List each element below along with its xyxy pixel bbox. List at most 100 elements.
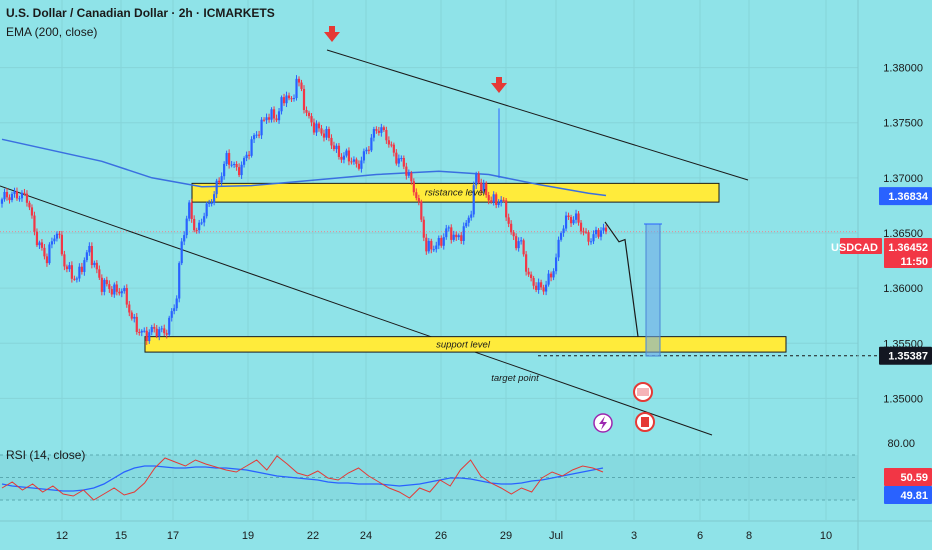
candle-body [584, 231, 588, 233]
candle-body [305, 110, 308, 113]
rsi-title: RSI (14, close) [6, 448, 85, 462]
candle-body [400, 158, 403, 160]
candle-body [50, 241, 54, 245]
candle-body [185, 218, 188, 236]
candle-body [23, 192, 26, 194]
ema-value-badge-text: 1.36834 [888, 191, 929, 203]
candle-body [135, 316, 138, 332]
candle-body [302, 88, 306, 111]
candle-body [265, 117, 268, 121]
candle-body [317, 123, 321, 129]
candle-body [427, 240, 430, 252]
candle-body [225, 153, 228, 164]
time-tick-label: 22 [307, 530, 319, 542]
candle-body [357, 163, 361, 169]
candle-body [442, 237, 445, 246]
candle-body [592, 234, 595, 242]
candle-body [567, 215, 570, 218]
candle-body [168, 317, 171, 335]
candle-body [500, 199, 503, 203]
candle-body [98, 269, 101, 278]
candle-body [415, 192, 418, 199]
time-tick-label: 29 [500, 530, 512, 542]
time-tick-label: 8 [746, 530, 752, 542]
candle-body [230, 164, 233, 166]
candle-body [482, 183, 485, 191]
candle-body [490, 200, 493, 202]
candle-body [589, 241, 593, 243]
candle-body [532, 277, 535, 286]
candle-body [120, 291, 123, 294]
candle-body [53, 238, 56, 242]
candle-body [562, 228, 565, 234]
candle-body [90, 245, 93, 266]
rsi-ma-line [1, 465, 604, 492]
candle-body [552, 271, 555, 278]
candle-body [215, 180, 218, 195]
candle-body [55, 233, 59, 239]
candle-body [390, 144, 393, 146]
candle-body [170, 311, 173, 318]
candle-body [372, 129, 375, 138]
candle-body [335, 145, 338, 150]
candle-body [505, 200, 508, 218]
candle-body [193, 218, 196, 231]
candle-body [108, 284, 111, 290]
candle-body [340, 156, 343, 160]
rsi-tick-label: 80.00 [887, 438, 915, 450]
candle-body [103, 279, 106, 292]
candle-body [397, 158, 400, 164]
time-tick-label: 12 [56, 530, 68, 542]
canada-flag-leaf [641, 417, 649, 427]
candle-body [327, 128, 331, 138]
candle-body [510, 223, 513, 233]
candle-body [35, 231, 39, 246]
candle-body [352, 159, 356, 162]
candle-body [175, 298, 178, 309]
candle-body [512, 232, 515, 237]
candle-body [597, 229, 600, 237]
candle-body [332, 145, 336, 150]
price-tick-label: 1.38000 [883, 63, 923, 75]
resistance-zone [191, 182, 720, 203]
candle-body [382, 127, 385, 130]
candle-body [322, 133, 326, 138]
candle-body [198, 222, 201, 231]
candle-body [325, 128, 328, 138]
candle-body [73, 278, 76, 280]
candle-body [430, 240, 433, 250]
candle-body [83, 260, 86, 272]
channel-upper-line [326, 49, 749, 181]
candle-body [540, 282, 543, 288]
rsi-ma-value-badge-text: 49.81 [900, 490, 928, 502]
candle-body [115, 284, 118, 292]
candle-body [165, 333, 168, 335]
candle-body [145, 330, 148, 342]
candle-body [213, 194, 216, 203]
candle-body [160, 328, 163, 330]
resistance-level-label: rsistance level [425, 187, 486, 198]
candle-body [587, 232, 590, 242]
candle-body [238, 167, 241, 176]
red-arrow-shaft [496, 77, 502, 84]
candle-body [0, 199, 4, 204]
candle-body [28, 202, 31, 208]
time-tick-label: Jul [549, 530, 563, 542]
candle-body [80, 266, 83, 272]
price-tick-label: 1.37000 [883, 173, 923, 185]
indicator-legend[interactable]: EMA (200, close) [6, 25, 97, 39]
red-arrow-down-icon [491, 83, 507, 93]
candle-body [602, 227, 605, 231]
candle-body [395, 152, 398, 164]
candle-body [178, 263, 181, 299]
candle-body [530, 274, 533, 278]
candle-body [110, 289, 113, 295]
candle-body [420, 201, 423, 220]
candle-body [380, 127, 383, 133]
candle-body [604, 227, 608, 232]
candle-body [492, 194, 495, 202]
candle-body [402, 158, 405, 167]
candle-body [20, 192, 24, 199]
